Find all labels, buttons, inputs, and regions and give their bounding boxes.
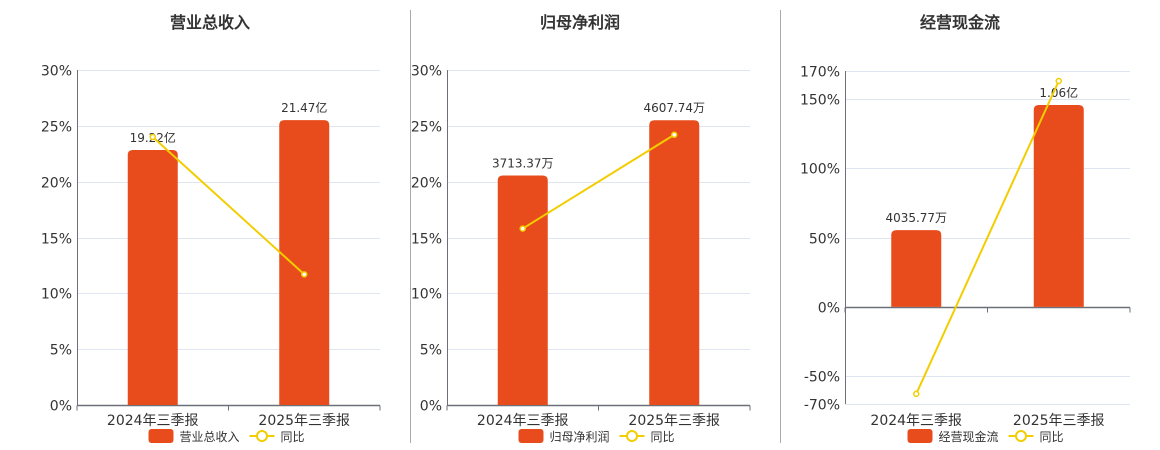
- x-category-label: 2025年三季报: [1013, 413, 1105, 429]
- y-tick-label: 0%: [420, 399, 442, 415]
- y-tick-label: 25%: [411, 120, 442, 136]
- bar: [127, 150, 178, 405]
- y-tick-label: 15%: [41, 232, 72, 248]
- bar: [279, 120, 330, 405]
- legend-bar-swatch: [907, 429, 933, 443]
- x-category-label: 2025年三季报: [258, 413, 350, 429]
- y-tick-label: -70%: [804, 398, 840, 414]
- line-point: [1055, 77, 1062, 85]
- line-point: [519, 225, 526, 232]
- bar: [891, 230, 942, 307]
- y-tick-label: 30%: [411, 64, 442, 80]
- chart-title: 归母净利润: [540, 13, 620, 32]
- legend-bar-label: 经营现金流: [939, 429, 999, 444]
- y-tick-label: 5%: [50, 343, 72, 359]
- y-tick-label: 20%: [41, 176, 72, 192]
- line-point: [671, 131, 678, 139]
- line-point: [913, 390, 920, 398]
- y-tick-label: 0%: [50, 399, 72, 415]
- line-series: [152, 136, 305, 276]
- line-series: [522, 133, 675, 230]
- legend-bar-label: 归母净利润: [550, 430, 610, 444]
- legend-line-marker-icon: [626, 430, 638, 442]
- legend-line-marker-icon: [256, 430, 268, 442]
- bar: [1033, 105, 1084, 307]
- y-tick-label: 10%: [411, 287, 442, 303]
- y-tick-label: 15%: [411, 232, 442, 248]
- y-tick-label: 30%: [41, 64, 72, 80]
- bar-value-label: 1.06亿: [1039, 85, 1078, 100]
- bar: [649, 120, 700, 406]
- legend-bar-swatch: [518, 429, 544, 443]
- x-category-label: 2024年三季报: [870, 413, 962, 429]
- y-tick-label: 50%: [809, 232, 840, 248]
- chart-panel-2: 归母净利润 0% 5% 10% 15% 20% 25% 30% 3713.37万 2024年三季报…: [411, 13, 751, 444]
- y-tick-label: 25%: [41, 120, 72, 136]
- chart-title: 营业总收入: [170, 13, 250, 32]
- chart-panel-1: 营业总收入0%5%10%15%20%25%30%19.22亿2024年三季报21…: [41, 13, 381, 444]
- y-tick-label: 20%: [411, 176, 442, 192]
- line-series: [915, 80, 1060, 395]
- legend-bar-label: 营业总收入: [180, 430, 240, 444]
- y-tick-label: 150%: [800, 93, 840, 109]
- legend-line-label: 同比: [281, 430, 305, 444]
- bar-value-label: 4607.74万: [643, 101, 705, 115]
- legend-line-label: 同比: [651, 430, 675, 444]
- y-tick-label: 0%: [818, 301, 840, 317]
- x-category-label: 2024年三季报: [477, 413, 569, 429]
- bar: [497, 175, 548, 405]
- y-tick-label: 5%: [420, 343, 442, 359]
- y-tick-label: 100%: [800, 162, 840, 178]
- legend-line-label: 同比: [1040, 430, 1064, 444]
- legend-line-marker-icon: [1015, 430, 1027, 442]
- x-category-label: 2025年三季报: [628, 413, 720, 429]
- line-point: [149, 133, 156, 141]
- y-tick-label: -50%: [804, 370, 840, 386]
- bar-value-label: 4035.77万: [885, 211, 947, 225]
- y-tick-label: 170%: [800, 65, 840, 81]
- line-point: [301, 271, 308, 278]
- bar-value-label: 3713.37万: [492, 156, 554, 170]
- y-tick-label: 10%: [41, 287, 72, 303]
- bar-value-label: 21.47亿: [281, 100, 327, 115]
- chart-title: 经营现金流: [920, 13, 1000, 32]
- x-category-label: 2024年三季报: [107, 413, 199, 429]
- legend-bar-swatch: [148, 429, 174, 443]
- chart-panel-3: 经营现金流 -70% -50% 0% 50% 100% 150% 170% 4035.77万 20…: [800, 13, 1131, 444]
